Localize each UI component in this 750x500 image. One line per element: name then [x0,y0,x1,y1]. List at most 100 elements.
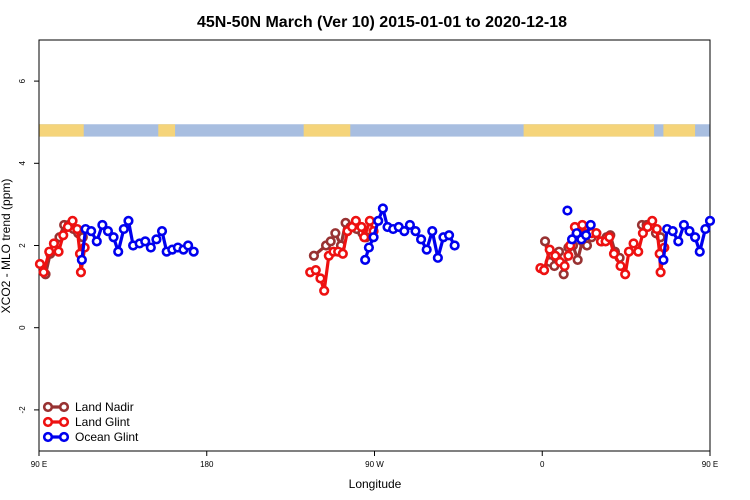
data-point [628,238,639,249]
legend-marker [42,416,54,428]
data-point [694,246,705,257]
data-point [108,232,119,243]
data-point [558,269,569,280]
data-point [350,215,361,226]
data-point [421,244,432,255]
data-point [145,242,156,253]
data-point [91,236,102,247]
data-point [572,254,583,265]
y-tick-label: 6 [18,78,27,83]
data-point [310,265,321,276]
data-point [443,230,455,241]
legend-marker [58,401,70,413]
data-point [34,258,46,270]
data-point [700,223,711,235]
data-point [363,242,375,253]
data-point [562,205,573,216]
data-point [620,269,631,280]
data-point [156,226,168,237]
data-point [577,219,588,231]
legend-marker [58,431,70,443]
land-band-segment [39,124,84,137]
data-point [337,248,348,259]
y-axis-label: XCO2 - MLO trend (ppm) [0,179,13,314]
data-point [97,219,108,231]
data-point [539,236,551,247]
data-point [140,236,151,247]
x-tick-label: 90 E [702,460,718,469]
legend-marker [58,416,70,428]
data-point [615,260,626,272]
data-point [415,234,427,245]
data-point [585,219,596,231]
land-mask-band [39,124,710,137]
data-point [364,215,375,226]
data-point [684,226,695,237]
data-point [580,230,592,241]
x-tick-label: 0 [540,460,545,469]
data-point [373,215,384,226]
data-point [658,254,669,265]
data-point [651,223,662,235]
data-point [667,226,678,237]
legend-label: Land Nadir [75,400,134,414]
chart-title: 45N-50N March (Ver 10) 2015-01-01 to 202… [197,14,567,31]
x-axis: 90 E 180 90 W 0 90 E [31,451,718,469]
series-ocean-glint [76,203,716,265]
data-point [608,248,620,259]
data-point [399,226,410,237]
data-point [315,273,326,284]
land-band-segment [303,124,351,137]
data-point [449,240,460,251]
data-point [623,246,635,257]
data-point [360,254,371,265]
x-tick-label: 90 E [31,460,47,469]
data-point [704,215,716,226]
x-tick-label: 90 W [365,460,384,469]
series-layer [34,203,716,296]
data-point [76,254,87,265]
data-point [330,228,341,239]
data-point [325,236,336,247]
data-point [102,226,114,237]
data-point [581,240,593,251]
data-point [113,246,124,257]
data-point [75,267,87,278]
data-point [404,219,416,231]
data-point [58,230,69,241]
y-axis: -2 0 2 4 6 [18,78,39,413]
data-point [377,203,388,214]
y-tick-label: 2 [18,243,27,248]
y-tick-label: -2 [18,406,27,414]
data-point [544,244,555,255]
data-point [72,223,83,235]
legend-label: Ocean Glint [75,430,139,444]
legend-label: Land Glint [75,415,130,429]
data-point [563,250,574,261]
data-point [368,232,379,243]
data-point [678,219,690,231]
data-point [356,221,367,233]
x-tick-label: 180 [200,460,214,469]
land-band-segment [663,124,696,137]
data-point [359,232,370,243]
data-point [647,215,658,226]
data-point [673,236,684,247]
data-point [44,246,55,257]
land-band-segment [523,124,655,137]
data-point [188,246,199,257]
data-point [308,250,320,261]
legend-marker [42,401,54,413]
data-point [539,265,550,276]
x-axis-label: Longitude [349,477,402,491]
data-point [53,246,64,257]
legend-marker [42,431,54,443]
data-point [123,215,134,226]
data-point [591,228,602,239]
data-point [410,226,421,237]
data-point [427,226,438,237]
data-point [432,252,443,263]
data-point [38,267,49,278]
